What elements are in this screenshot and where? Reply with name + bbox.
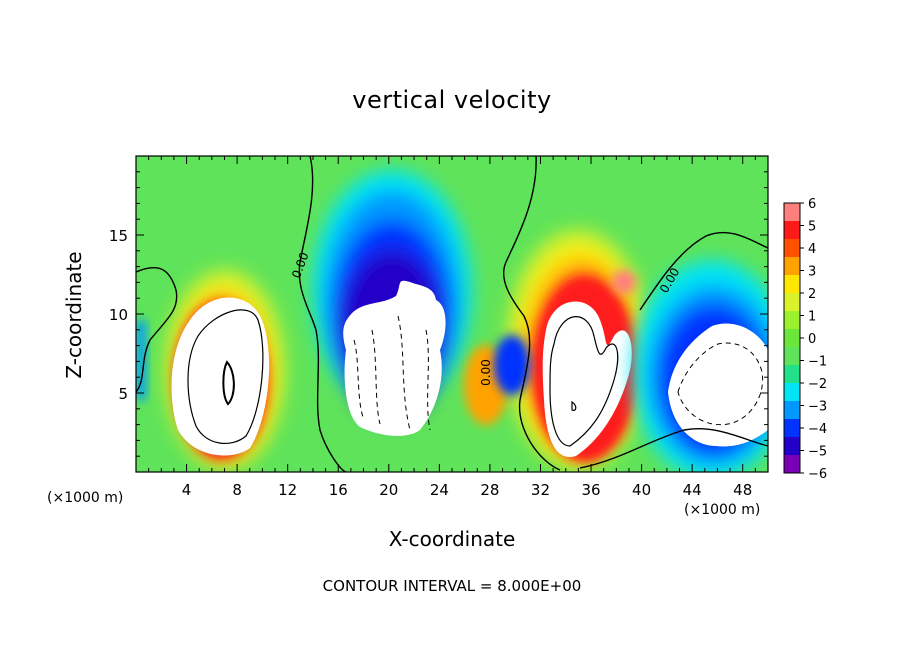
- small-downdraft: [494, 335, 530, 395]
- x-axis-label: X-coordinate: [388, 527, 516, 551]
- negative-contours: [353, 315, 764, 431]
- colorbar-label: 1: [808, 310, 816, 325]
- x-tick-label: 48: [733, 481, 752, 499]
- colorbar-label: 2: [808, 287, 816, 302]
- colorbar-label: 6: [808, 197, 816, 212]
- colorbar: 6 5 4 3 2 1 0 −1 −2 −3 −4 −5 −6: [783, 197, 827, 482]
- x-tick-label: 16: [329, 481, 348, 499]
- positive-contours: [187, 309, 619, 447]
- x-tick-label: 24: [430, 481, 449, 499]
- colorbar-swatch: [784, 455, 800, 474]
- colorbar-swatch: [784, 401, 800, 420]
- colorbar-label: −2: [808, 377, 827, 392]
- x-tick-label: 8: [232, 481, 242, 499]
- x-tick-label: 28: [480, 481, 499, 499]
- colorbar-swatch: [784, 203, 800, 222]
- colorbar-swatch: [784, 365, 800, 384]
- colorbar-swatch: [784, 383, 800, 402]
- y-tick-label: 15: [109, 227, 128, 245]
- colorbar-label: −1: [808, 355, 827, 370]
- colorbar-label: −3: [808, 400, 827, 415]
- x-tick-label: 44: [683, 481, 702, 499]
- colorbar-swatch: [784, 293, 800, 312]
- x-tick-label: 32: [531, 481, 550, 499]
- colorbar-label: −6: [808, 467, 827, 482]
- colorbar-swatch: [784, 257, 800, 276]
- x-tick-label: 36: [581, 481, 600, 499]
- colorbar-swatch: [784, 347, 800, 366]
- colorbar-label: 3: [808, 265, 816, 280]
- y-tick-label: 10: [109, 306, 128, 324]
- x-unit-left: (×1000 m): [47, 490, 124, 506]
- colorbar-label: 5: [808, 220, 816, 235]
- colorbar-swatch: [784, 221, 800, 240]
- x-unit-right: (×1000 m): [684, 502, 761, 518]
- contour-interval-note: CONTOUR INTERVAL = 8.000E+00: [322, 577, 582, 595]
- colorbar-label: 0: [808, 332, 816, 347]
- colorbar-swatch: [784, 239, 800, 258]
- colorbar-swatch: [784, 329, 800, 348]
- x-tick-label: 12: [278, 481, 297, 499]
- colorbar-swatch: [784, 311, 800, 330]
- colorbar-label: −5: [808, 445, 827, 460]
- x-tick-label: 20: [379, 481, 398, 499]
- colorbar-swatch: [784, 275, 800, 294]
- colorbar-swatch: [784, 419, 800, 438]
- x-tick-label: 4: [182, 481, 192, 499]
- velocity-field: [136, 156, 768, 472]
- contour-label: 0.00: [479, 359, 493, 386]
- colorbar-swatch: [784, 437, 800, 456]
- y-axis-label: Z-coordinate: [62, 251, 86, 379]
- colorbar-label: 4: [808, 242, 816, 257]
- x-tick-label: 40: [632, 481, 651, 499]
- y-tick-label: 5: [118, 385, 128, 403]
- colorbar-label: −4: [808, 422, 827, 437]
- chart-title: vertical velocity: [352, 86, 552, 114]
- zero-contours: [136, 156, 768, 472]
